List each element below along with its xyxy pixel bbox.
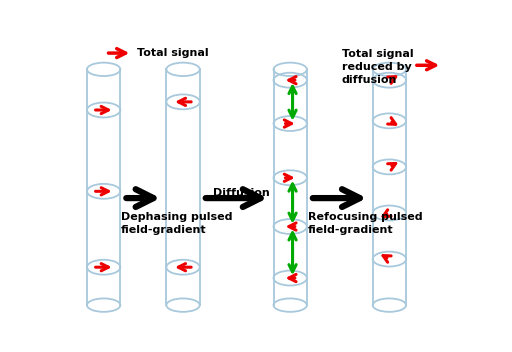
- Text: Dephasing pulsed
field-gradient: Dephasing pulsed field-gradient: [121, 212, 232, 235]
- Text: Total signal
reduced by
diffusion: Total signal reduced by diffusion: [342, 49, 413, 86]
- Text: Total signal: Total signal: [137, 48, 209, 58]
- Text: Refocusing pulsed
field-gradient: Refocusing pulsed field-gradient: [308, 212, 423, 235]
- Text: Diffusion: Diffusion: [213, 188, 269, 198]
